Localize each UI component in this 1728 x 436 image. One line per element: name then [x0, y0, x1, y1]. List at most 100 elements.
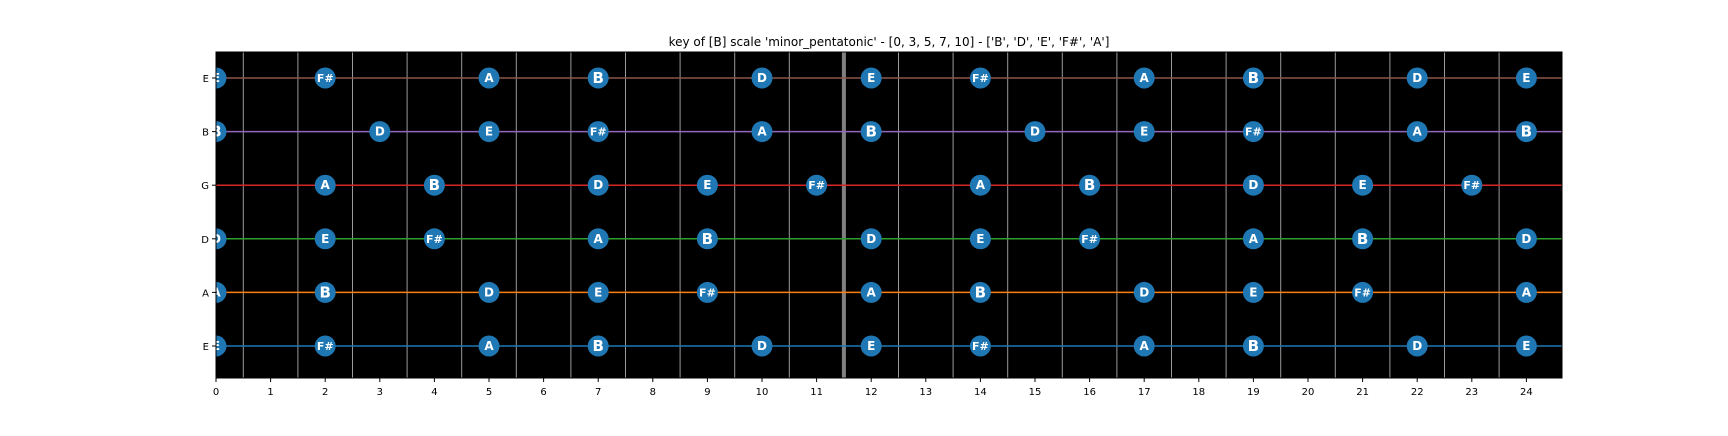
note-dot [1242, 228, 1264, 250]
note-dot [751, 335, 773, 357]
note-marker: E [1352, 174, 1374, 196]
note-dot [1133, 121, 1155, 143]
note-dot [1133, 281, 1155, 303]
note-marker: F# [1242, 121, 1264, 143]
note-label: F# [317, 72, 334, 85]
note-marker: E [1515, 67, 1537, 89]
note-dot [587, 174, 609, 196]
note-label: F# [317, 340, 334, 353]
y-axis-ticks: E A D G B E [201, 74, 216, 353]
note-dot [478, 281, 500, 303]
note-marker: D [1024, 121, 1046, 143]
note-label: B [319, 283, 330, 301]
x-tick-label: 8 [650, 387, 656, 398]
note-marker: D [1242, 174, 1264, 196]
note-dot [478, 67, 500, 89]
note-label: D [1030, 125, 1040, 139]
note-label: D [757, 71, 767, 85]
x-tick-label: 15 [1029, 387, 1042, 398]
note-dot [587, 228, 609, 250]
note-marker: D [1406, 67, 1428, 89]
note-marker: A [1242, 228, 1264, 250]
note-label: D [1139, 285, 1149, 299]
note-dot [1352, 228, 1374, 250]
note-label: B [1084, 176, 1095, 194]
note-dot [216, 281, 227, 303]
note-dot [1079, 174, 1101, 196]
note-marker: E [212, 335, 227, 357]
note-marker: D [587, 174, 609, 196]
note-dot [860, 281, 882, 303]
fret-lines [242, 52, 1500, 378]
note-label: E [212, 339, 220, 353]
note-marker: D [1406, 335, 1428, 357]
note-marker: E [860, 67, 882, 89]
note-label: E [321, 232, 329, 246]
x-tick-label: 19 [1247, 387, 1260, 398]
x-tick-label: 18 [1192, 387, 1205, 398]
plot-area [216, 52, 1562, 378]
note-marker: D [751, 67, 773, 89]
note-dot [216, 67, 227, 89]
note-marker: B [1242, 67, 1264, 89]
note-marker: F# [587, 121, 609, 143]
note-dot [587, 281, 609, 303]
note-label: D [484, 285, 494, 299]
note-marker: E [587, 281, 609, 303]
note-marker: D [860, 228, 882, 250]
note-marker: D [1515, 228, 1537, 250]
note-label: A [1140, 339, 1150, 353]
note-dot [969, 335, 991, 357]
note-marker: A [587, 228, 609, 250]
note-dot [478, 335, 500, 357]
note-marker: A [969, 174, 991, 196]
note-dot [1461, 174, 1483, 196]
note-label: D [757, 339, 767, 353]
x-tick-label: 7 [595, 387, 601, 398]
note-marker: B [216, 121, 227, 143]
note-dot [860, 121, 882, 143]
note-label: A [867, 285, 877, 299]
y-tick-label: A [202, 288, 209, 299]
note-label: F# [1463, 179, 1480, 192]
x-tick-label: 1 [267, 387, 273, 398]
note-dot [751, 67, 773, 89]
note-marker: A [1406, 121, 1428, 143]
note-marker: D [478, 281, 500, 303]
note-marker: F# [1461, 174, 1483, 196]
note-label: D [1248, 178, 1258, 192]
note-dot [216, 121, 227, 143]
note-marker: F# [314, 335, 336, 357]
note-marker: E [478, 121, 500, 143]
note-label: E [212, 71, 220, 85]
note-label: E [867, 71, 875, 85]
note-dot [1242, 335, 1264, 357]
note-label: B [1248, 69, 1259, 87]
y-tick-label: E [203, 342, 209, 353]
plot-frame [215, 51, 1563, 379]
note-marker: B [1079, 174, 1101, 196]
note-marker: E [314, 228, 336, 250]
x-tick-label: 11 [810, 387, 823, 398]
note-dot [423, 228, 445, 250]
note-label: A [321, 178, 331, 192]
note-dot [216, 335, 227, 357]
x-tick-label: 20 [1302, 387, 1315, 398]
note-dot [1024, 121, 1046, 143]
note-dot [369, 121, 391, 143]
note-dot [1242, 281, 1264, 303]
note-marker: F# [969, 67, 991, 89]
x-tick-label: 4 [431, 387, 437, 398]
note-label: F# [1354, 286, 1371, 299]
y-tick-label: B [202, 128, 209, 139]
note-dot [1079, 228, 1101, 250]
note-marker: B [1242, 335, 1264, 357]
note-dot [587, 335, 609, 357]
note-label: F# [426, 233, 443, 246]
note-dot [1242, 174, 1264, 196]
note-label: E [976, 232, 984, 246]
note-label: A [211, 285, 221, 299]
x-tick-label: 13 [919, 387, 932, 398]
note-dot [1352, 174, 1374, 196]
x-tick-label: 24 [1520, 387, 1533, 398]
